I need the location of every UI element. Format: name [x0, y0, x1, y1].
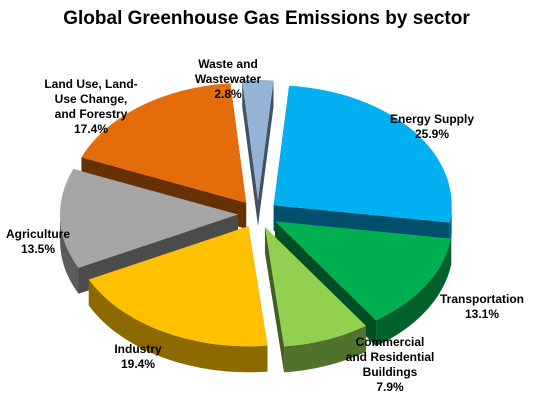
- pie-slice-6: [242, 80, 274, 227]
- slice-label-3: Industry 19.4%: [114, 342, 162, 371]
- pie-slice-3: [88, 226, 268, 373]
- slice-label-2: Commercial and Residential Buildings 7.9%: [346, 335, 435, 394]
- slice-label-5: Land Use, Land-Use Change, and Forestry 17…: [44, 77, 137, 136]
- slice-label-0: Energy Supply 25.9%: [390, 112, 474, 141]
- slice-label-1: Transportation 13.1%: [440, 292, 524, 321]
- slice-label-6: Waste and Wastewater 2.8%: [195, 57, 262, 101]
- chart-title: Global Greenhouse Gas Emissions by secto…: [63, 8, 470, 29]
- pie-slice-2: [264, 227, 367, 373]
- slice-label-4: Agriculture 13.5%: [6, 227, 70, 256]
